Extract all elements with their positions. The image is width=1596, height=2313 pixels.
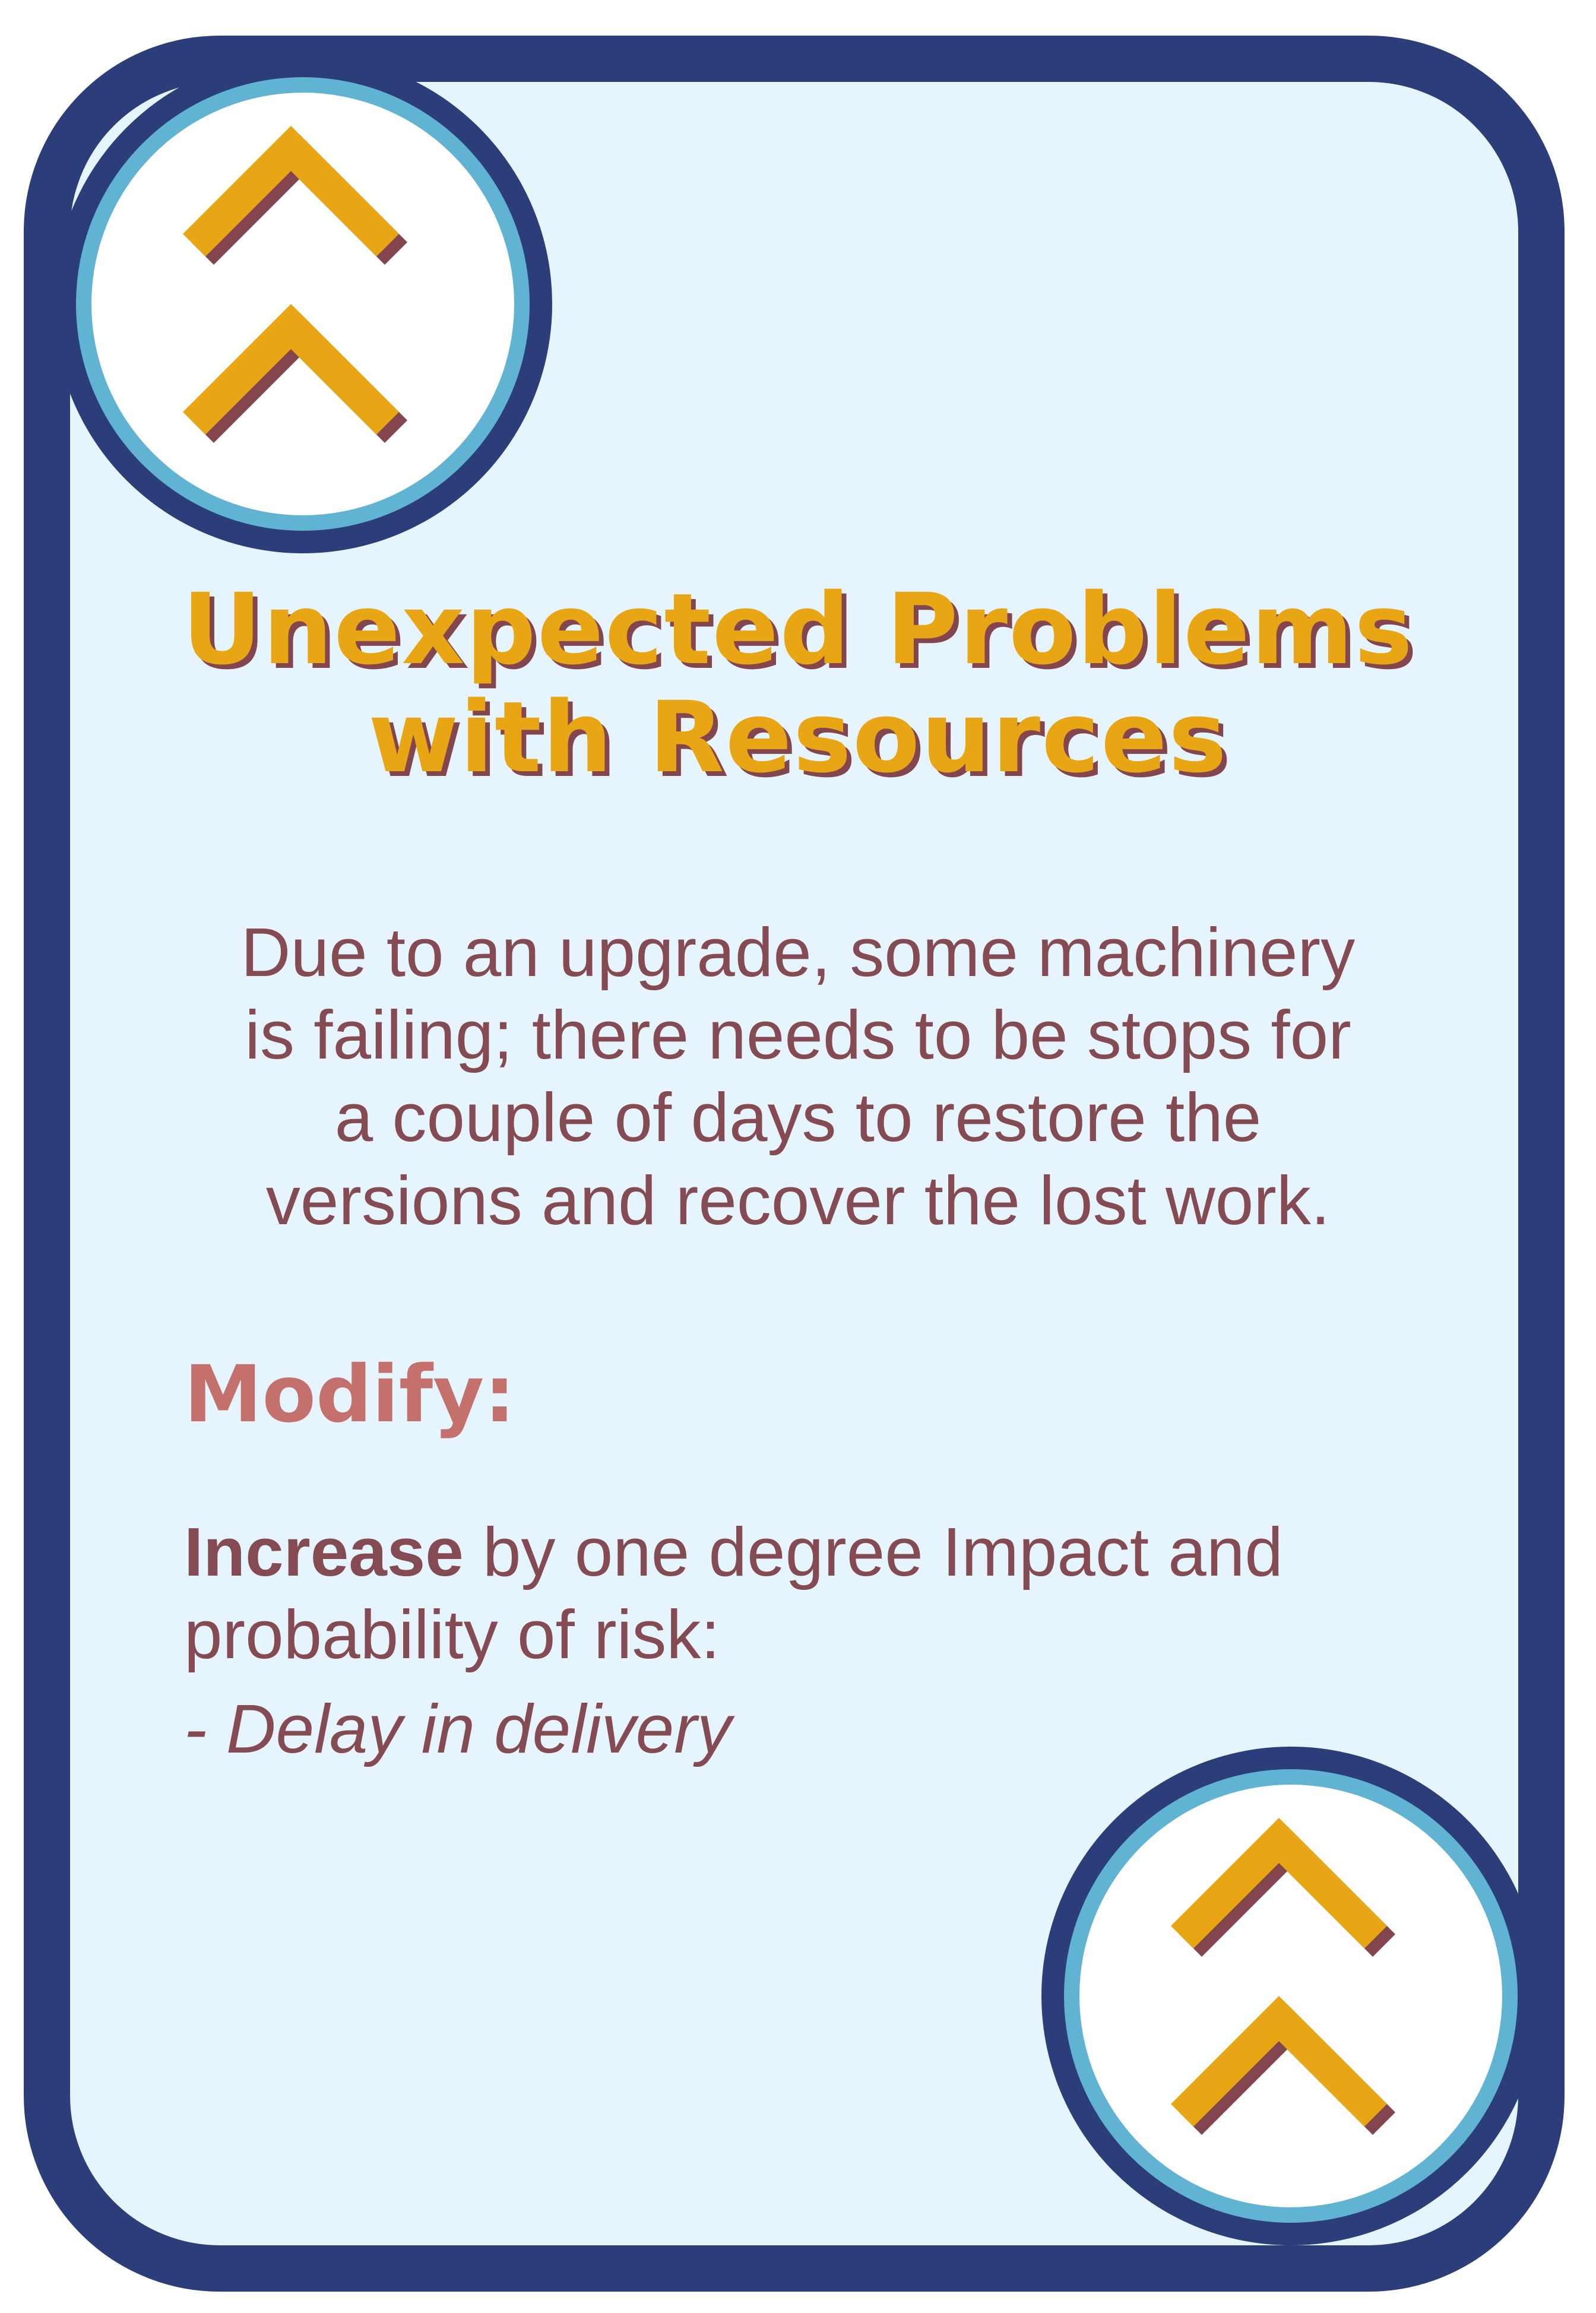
description-line-1: Due to an upgrade, some machinery: [240, 914, 1356, 991]
title-line-2: with Resources: [368, 680, 1228, 794]
risk-item: - Delay in delivery: [184, 1690, 732, 1768]
double-chevron-up-icon: [183, 126, 407, 443]
card-description: Due to an upgrade, some machinery is fai…: [0, 911, 1596, 1242]
effect-line-1: Increase by one degree Impact and: [184, 1511, 1490, 1593]
card-title: Unexpected Problems with Resources: [0, 572, 1596, 794]
modify-label: Modify:: [184, 1349, 516, 1440]
top-badge: [53, 55, 552, 553]
risk-card: [24, 36, 1565, 2292]
effect-text: Increase by one degree Impact and probab…: [184, 1511, 1490, 1771]
double-chevron-up-icon: [1171, 1818, 1395, 2135]
title-line-1: Unexpected Problems: [182, 572, 1414, 686]
description-line-4: versions and recover the lost work.: [265, 1161, 1331, 1239]
effect-action: Increase: [184, 1513, 464, 1590]
description-line-2: is failing; there needs to be stops for: [245, 996, 1351, 1074]
effect-line-2: probability of risk:: [184, 1596, 720, 1674]
effect-line-1-rest: by one degree Impact and: [463, 1513, 1283, 1590]
bottom-badge: [1041, 1747, 1540, 2245]
description-line-3: a couple of days to restore the: [334, 1079, 1262, 1156]
